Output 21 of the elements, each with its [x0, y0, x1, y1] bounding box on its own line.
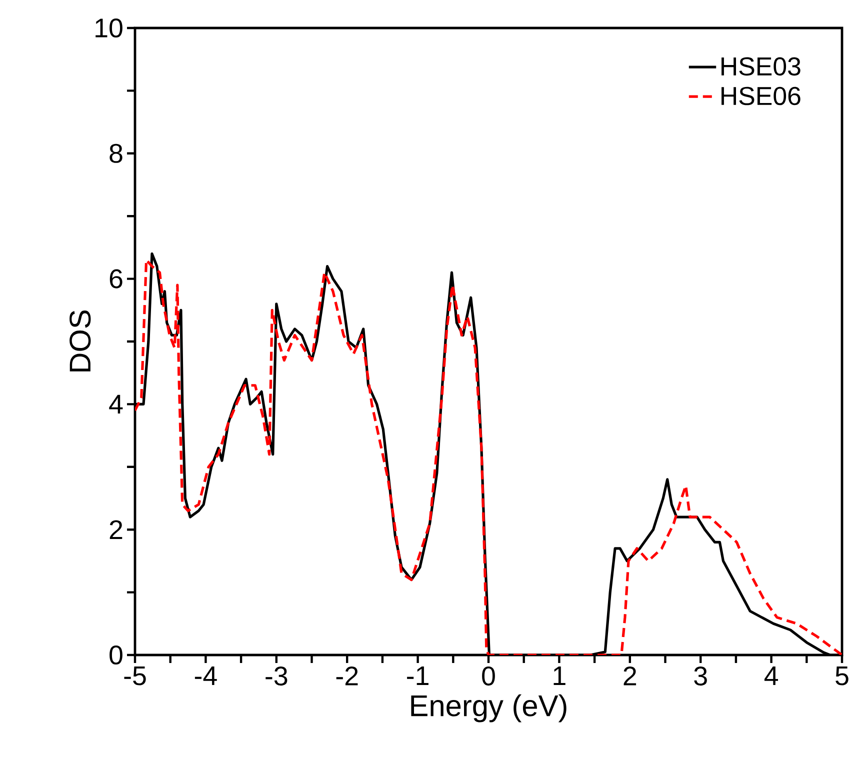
x-tick-label: -2	[336, 666, 358, 686]
x-tick-label: 2	[624, 666, 636, 686]
y-tick-label: 0	[110, 645, 122, 665]
x-axis-title: Energy (eV)	[411, 694, 566, 722]
y-tick-label: 10	[96, 18, 122, 38]
y-tick-label: 8	[110, 144, 122, 163]
y-tick-label: 4	[109, 394, 123, 414]
y-tick-label: 2	[110, 520, 122, 539]
x-tick-label: 5	[836, 666, 848, 686]
x-tick-label: 4	[764, 666, 778, 686]
legend-label: HSE06	[722, 86, 800, 106]
x-tick-label: 0	[482, 666, 495, 686]
x-tick-label: -1	[407, 666, 428, 686]
x-tick-label: -5	[124, 666, 146, 686]
x-tick-label: 3	[694, 666, 707, 686]
x-tick-label: 1	[554, 666, 566, 686]
x-tick-label: -3	[266, 666, 288, 686]
x-tick-label: -4	[194, 666, 217, 686]
y-tick-label: 6	[110, 269, 122, 288]
legend-label: HSE03	[722, 57, 800, 76]
y-axis-title: DOS	[70, 310, 91, 372]
